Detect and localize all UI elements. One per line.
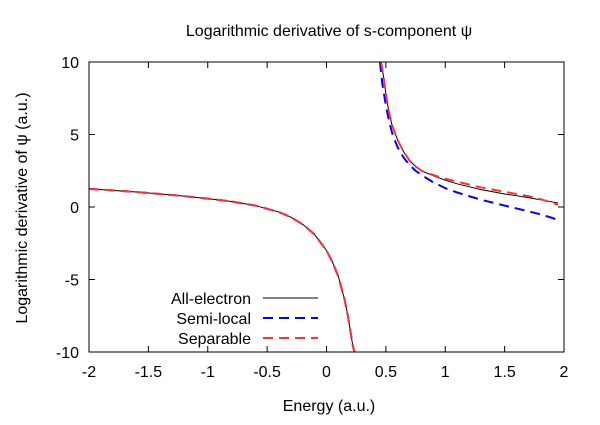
- x-tick-label: 2: [560, 364, 569, 381]
- series-line-separable-branch-1: [89, 187, 356, 352]
- axis-ticks: -2 -1.5 -1 -0.5 0 0.5 1 1.5 2 -10 -5 0 5 10: [56, 55, 569, 381]
- x-axis-label: Energy (a.u.): [283, 398, 375, 415]
- legend: All-electron Semi-local Separable: [171, 291, 318, 348]
- x-tick-label: 0.5: [375, 364, 397, 381]
- x-tick-label: 1.5: [494, 364, 516, 381]
- legend-label: Semi-local: [176, 311, 251, 328]
- legend-label: All-electron: [171, 291, 251, 308]
- chart-title: Logarithmic derivative of s-component ψ: [186, 23, 472, 40]
- x-tick-label: 1: [441, 364, 450, 381]
- y-tick-label: 0: [70, 200, 79, 217]
- series-line-separable-branch-2: [380, 62, 559, 206]
- x-tick-label: -0.5: [253, 364, 281, 381]
- y-tick-label: 10: [61, 55, 79, 72]
- series-layer: [89, 62, 559, 352]
- legend-label: Separable: [178, 331, 251, 348]
- x-tick-label: -1.5: [135, 364, 163, 381]
- x-tick-label: -1: [201, 364, 215, 381]
- y-tick-label: -10: [56, 345, 79, 362]
- x-tick-label: -2: [82, 364, 96, 381]
- x-tick-label: 0: [322, 364, 331, 381]
- series-line-all-electron-branch-2: [380, 62, 559, 204]
- plot-frame: [88, 61, 565, 353]
- y-axis-label: Logarithmic derivative of ψ (a.u.): [14, 92, 31, 323]
- y-tick-label: 5: [70, 128, 79, 145]
- series-line-semi-local-branch-2: [378, 62, 559, 221]
- y-tick-label: -5: [65, 273, 79, 290]
